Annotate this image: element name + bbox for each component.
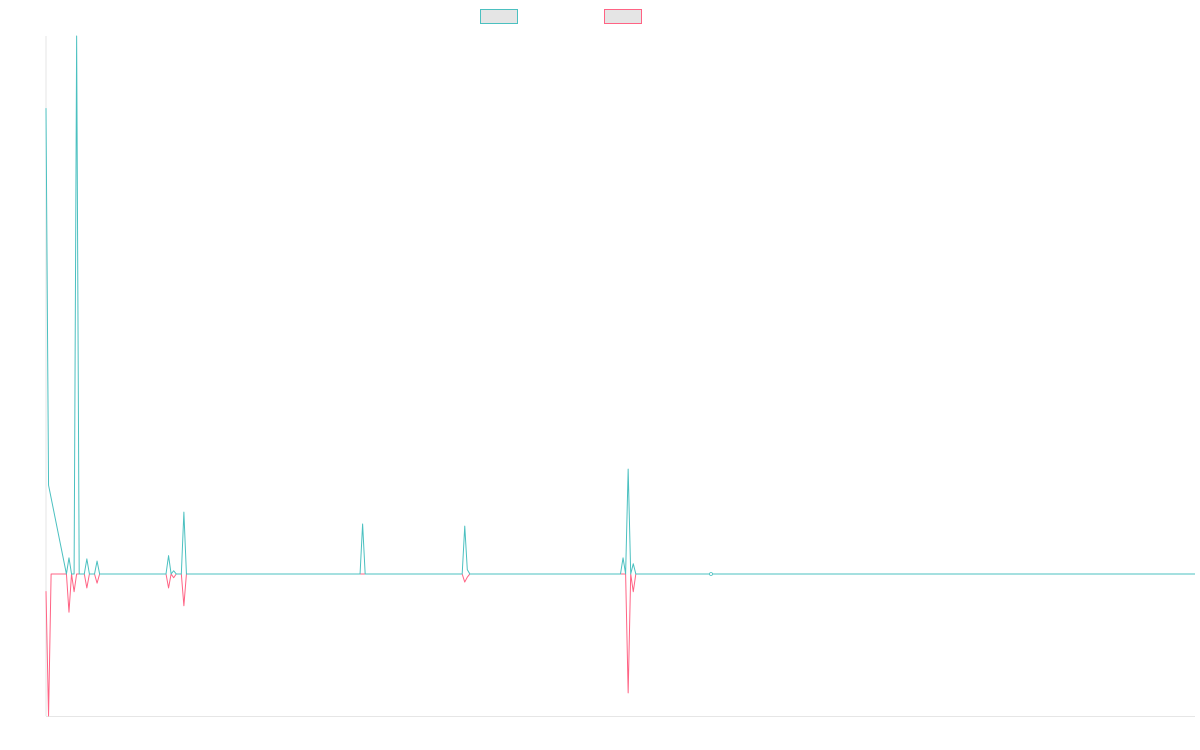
- hover-point-marker: [709, 572, 713, 576]
- legend-swatch-series-2: [604, 9, 642, 24]
- series-line-2: [45, 573, 1195, 717]
- legend: [0, 9, 1200, 27]
- series-line-1: [45, 35, 1195, 575]
- legend-item-series-1[interactable]: [480, 9, 524, 24]
- legend-swatch-series-1: [480, 9, 518, 24]
- legend-item-series-2[interactable]: [604, 9, 648, 24]
